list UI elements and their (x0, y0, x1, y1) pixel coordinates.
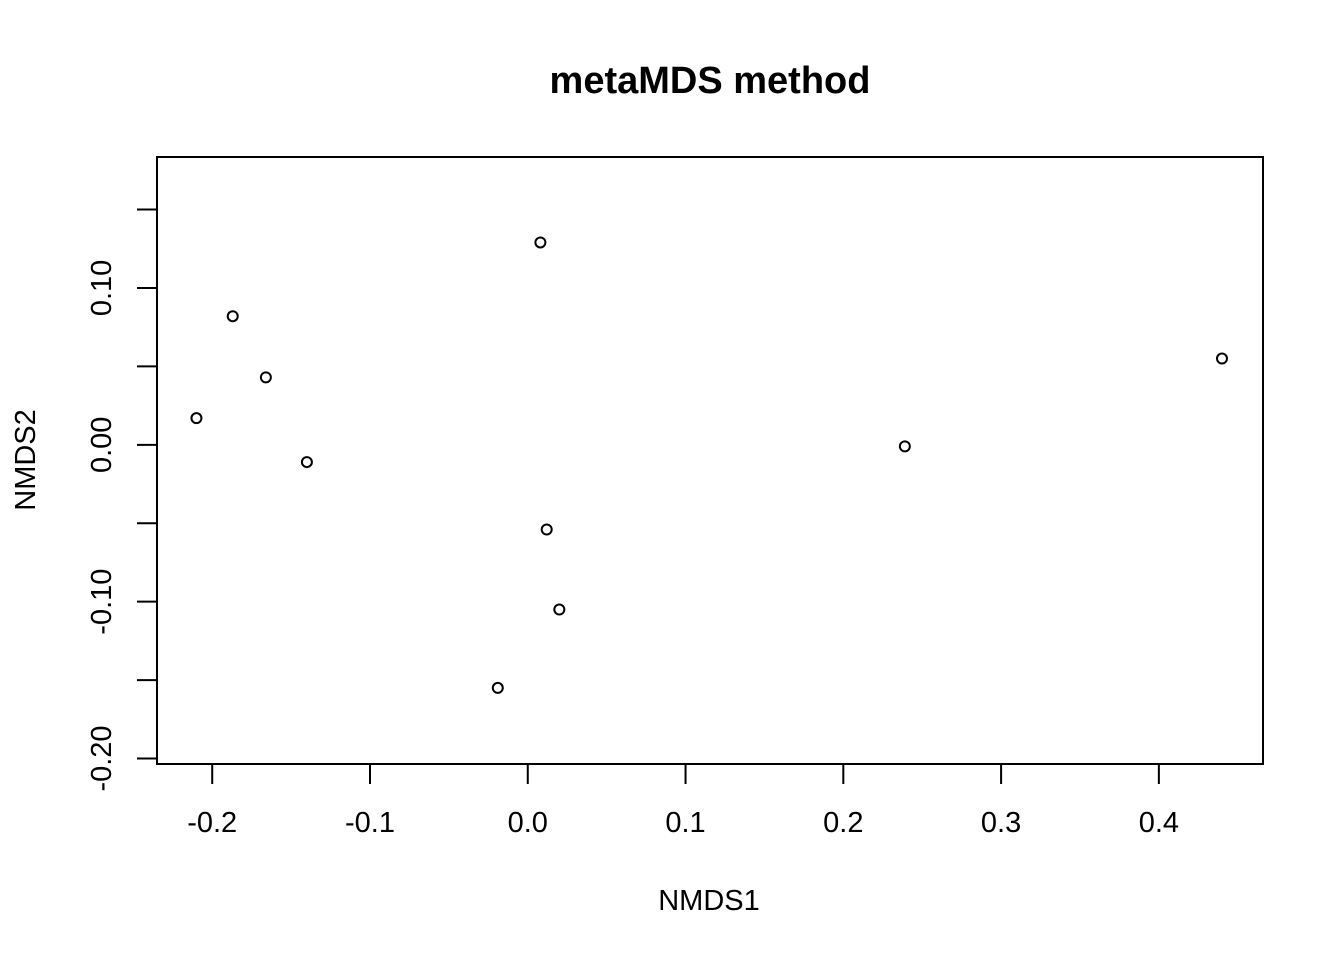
y-tick-label: -0.10 (86, 569, 118, 635)
y-tick-label: 0.10 (86, 260, 118, 316)
x-tick-label: 0.1 (665, 807, 705, 839)
data-points (190, 236, 1228, 694)
y-tick-label: -0.20 (86, 725, 118, 791)
data-point (259, 371, 272, 384)
x-tick-label: 0.3 (981, 807, 1021, 839)
x-tick-label: 0.2 (823, 807, 863, 839)
data-point (190, 412, 203, 425)
data-point (540, 523, 553, 536)
data-point (534, 236, 547, 249)
x-tick-label: -0.1 (345, 807, 395, 839)
data-point (300, 456, 313, 469)
data-point (898, 440, 911, 453)
x-tick-label: 0.0 (508, 807, 548, 839)
chart-title: metaMDS method (550, 60, 871, 102)
y-tick-label: 0.00 (86, 417, 118, 473)
data-point (553, 603, 566, 616)
x-tick-label: 0.4 (1139, 807, 1179, 839)
y-axis-label: NMDS2 (10, 409, 42, 511)
y-axis: -0.20 -0.10 0.00 0.10 (86, 208, 158, 792)
x-axis: -0.2 -0.1 0.0 0.1 0.2 0.3 0.4 (187, 763, 1179, 839)
data-point (491, 681, 504, 694)
x-axis-label: NMDS1 (658, 885, 760, 917)
x-tick-label: -0.2 (187, 807, 237, 839)
data-point (226, 310, 239, 323)
data-point (1215, 352, 1228, 365)
